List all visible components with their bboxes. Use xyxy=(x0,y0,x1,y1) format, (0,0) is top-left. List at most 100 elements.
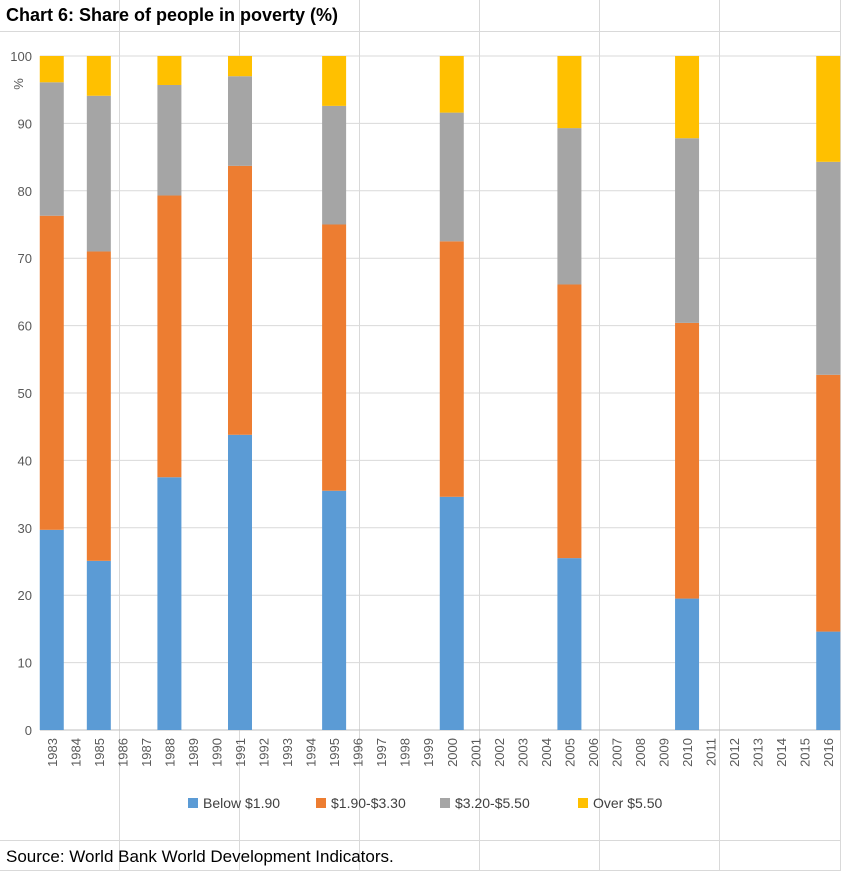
x-tick-label: 1983 xyxy=(45,738,60,767)
y-tick-label: 70 xyxy=(18,251,32,266)
x-tick-label: 1984 xyxy=(68,738,83,767)
sheet-cell xyxy=(360,0,480,32)
x-tick-label: 1990 xyxy=(209,738,224,767)
bar-segment xyxy=(86,560,111,730)
x-tick-label: 2010 xyxy=(680,738,695,767)
legend-label: $3.20-$5.50 xyxy=(455,795,530,811)
bar-segment xyxy=(228,76,252,166)
x-tick-label: 1993 xyxy=(280,738,295,767)
bar-segment xyxy=(322,105,347,225)
x-tick-label: 1996 xyxy=(351,738,366,767)
x-tick-label: 2001 xyxy=(468,738,483,767)
x-tick-label: 2016 xyxy=(821,738,836,767)
bar-segment xyxy=(157,477,182,730)
y-tick-label: 30 xyxy=(18,521,32,536)
x-tick-label: 1986 xyxy=(115,738,130,767)
bar-segment xyxy=(675,56,700,139)
x-tick-label: 1988 xyxy=(162,738,177,767)
legend-label: Over $5.50 xyxy=(593,795,662,811)
bar-segment xyxy=(228,165,252,435)
x-tick-label: 2009 xyxy=(657,738,672,767)
x-tick-label: 1991 xyxy=(233,738,248,767)
legend-swatch xyxy=(316,798,326,808)
bar-segment xyxy=(816,56,841,162)
legend: Below $1.90 $1.90-$3.30 $3.20-$5.50 Over $5… xyxy=(188,795,662,811)
sheet-cell xyxy=(480,32,600,841)
sheet-cell xyxy=(240,32,360,841)
bar-segment xyxy=(322,224,347,491)
bar-segment xyxy=(675,138,700,323)
bar-segment xyxy=(557,128,582,285)
bar-segment xyxy=(39,215,64,530)
bar-segment xyxy=(86,56,111,96)
sheet-cell xyxy=(240,0,360,32)
bar-segment xyxy=(557,558,582,730)
bar-segment xyxy=(39,529,64,730)
x-tick-label: 2012 xyxy=(727,738,742,767)
x-tick-label: 2002 xyxy=(492,738,507,767)
x-tick-label: 1998 xyxy=(398,738,413,767)
bar-segment xyxy=(157,56,182,85)
x-tick-label: 1995 xyxy=(327,738,342,767)
bar-segment xyxy=(86,95,111,252)
y-tick-label: 100 xyxy=(10,49,32,64)
bar-segment xyxy=(439,241,464,497)
bar-segment xyxy=(439,112,464,242)
x-tick-label: 1987 xyxy=(139,738,154,767)
x-tick-label: 1994 xyxy=(304,738,319,767)
y-tick-label: 40 xyxy=(18,453,32,468)
legend-swatch xyxy=(188,798,198,808)
x-tick-label: 1999 xyxy=(421,738,436,767)
y-tick-label: 90 xyxy=(18,116,32,131)
y-tick-label: 0 xyxy=(25,723,32,738)
bar-segment xyxy=(816,374,841,632)
bar-segment xyxy=(439,56,464,113)
x-axis: 1983 1984 1985 1986 1987 1988 1989 1990 1991 1992… xyxy=(45,738,836,767)
legend-label: $1.90-$3.30 xyxy=(331,795,406,811)
sheet-cell xyxy=(120,0,240,32)
x-tick-label: 2011 xyxy=(704,738,719,766)
x-tick-label: 2005 xyxy=(562,738,577,767)
y-tick-label: 50 xyxy=(18,386,32,401)
bar-segment xyxy=(675,598,700,730)
x-tick-label: 1985 xyxy=(92,738,107,767)
bar-segment xyxy=(816,631,841,730)
x-tick-label: 1989 xyxy=(186,738,201,767)
x-tick-label: 1997 xyxy=(374,738,389,767)
x-tick-label: 2004 xyxy=(539,738,554,767)
bar-segment xyxy=(322,490,347,730)
x-tick-label: 2013 xyxy=(751,738,766,767)
chart-title: Chart 6: Share of people in poverty (%) xyxy=(6,5,339,25)
bar-segment xyxy=(557,284,582,559)
sheet-cell xyxy=(600,0,720,32)
x-tick-label: 2006 xyxy=(586,738,601,767)
legend-swatch xyxy=(440,798,450,808)
sheet-cell xyxy=(600,32,720,841)
x-tick-label: 2007 xyxy=(609,738,624,767)
bar-segment xyxy=(39,56,64,83)
sheet-cell xyxy=(0,32,120,841)
source-note: Source: World Bank World Development Ind… xyxy=(6,847,394,866)
bar-segment xyxy=(557,56,582,129)
legend-swatch xyxy=(578,798,588,808)
bar-segment xyxy=(157,195,182,478)
legend-label: Below $1.90 xyxy=(203,795,280,811)
sheet-cell xyxy=(360,32,480,841)
bars xyxy=(39,56,841,730)
sheet-cell xyxy=(480,0,600,32)
y-tick-label: 80 xyxy=(18,184,32,199)
sheet-cell xyxy=(0,0,120,32)
bar-segment xyxy=(439,496,464,730)
x-tick-label: 1992 xyxy=(257,738,272,767)
x-tick-label: 2003 xyxy=(515,738,530,767)
bar-segment xyxy=(322,56,347,106)
x-tick-label: 2008 xyxy=(633,738,648,767)
y-axis: 0 10 20 30 40 50 60 70 80 90 100% xyxy=(10,49,32,738)
x-tick-label: 2014 xyxy=(774,738,789,767)
y-tick-label: 10 xyxy=(18,656,32,671)
bar-segment xyxy=(86,251,111,561)
bar-segment xyxy=(39,82,64,216)
y-tick-label: 60 xyxy=(18,319,32,334)
bar-segment xyxy=(228,56,252,77)
